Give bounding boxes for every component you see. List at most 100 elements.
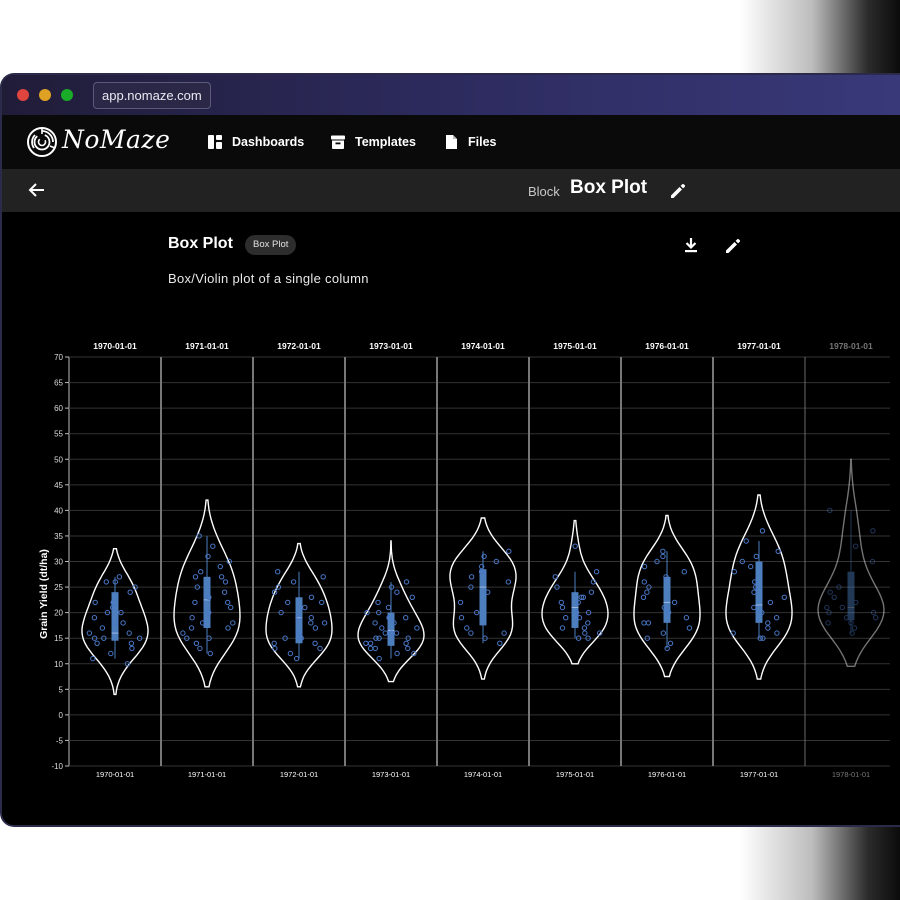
data-point — [739, 558, 745, 565]
data-point — [753, 584, 759, 590]
category-bottom-label: 1976-01-01 — [648, 770, 686, 779]
data-point — [559, 625, 566, 631]
data-point — [197, 645, 203, 652]
y-tick-label: 60 — [54, 404, 63, 413]
data-point — [124, 661, 131, 667]
box-iqr — [571, 592, 579, 628]
data-point — [391, 620, 397, 626]
data-point — [108, 650, 114, 657]
data-point — [671, 599, 678, 606]
category-bottom-label: 1973-01-01 — [372, 770, 410, 779]
data-point — [474, 609, 480, 616]
data-point — [180, 630, 186, 636]
y-tick-label: 35 — [54, 532, 63, 541]
browser-titlebar: app.nomaze.com — [2, 75, 900, 115]
edit-block-icon[interactable] — [668, 181, 688, 201]
data-point — [271, 589, 278, 595]
data-point — [317, 645, 323, 652]
data-point — [576, 615, 583, 621]
data-point — [278, 609, 284, 616]
data-point — [206, 635, 212, 641]
data-point — [91, 615, 98, 621]
brand-name[interactable]: NoMaze — [62, 125, 171, 154]
edit-card-icon[interactable] — [723, 236, 743, 256]
data-point — [667, 640, 674, 646]
data-point — [86, 630, 93, 636]
data-point — [394, 650, 400, 657]
data-point — [582, 630, 588, 636]
data-point — [272, 645, 278, 652]
minimize-window-button[interactable] — [39, 89, 51, 101]
block-prefix-label: Block — [528, 184, 560, 199]
data-point — [575, 599, 581, 606]
maximize-window-button[interactable] — [61, 89, 73, 101]
data-point — [388, 630, 395, 636]
category-bottom-label: 1971-01-01 — [188, 770, 226, 779]
data-point — [120, 620, 126, 626]
data-point — [409, 594, 415, 600]
violin-shape — [357, 540, 425, 683]
data-point — [221, 589, 228, 595]
data-point — [751, 604, 757, 611]
data-point — [869, 558, 876, 565]
data-point — [376, 609, 382, 616]
nav-files[interactable]: Files — [443, 133, 497, 151]
data-point — [116, 574, 123, 580]
data-point — [184, 635, 190, 641]
data-point — [552, 574, 558, 580]
address-bar[interactable]: app.nomaze.com — [93, 82, 211, 109]
card-description: Box/Violin plot of a single column — [168, 271, 369, 286]
data-point — [839, 604, 845, 611]
violin-shape — [81, 548, 149, 696]
data-point — [748, 563, 754, 570]
data-point — [585, 635, 591, 641]
block-title: Box Plot — [570, 177, 648, 198]
nav-templates[interactable]: Templates — [330, 133, 416, 151]
data-point — [192, 599, 198, 606]
data-point — [101, 635, 107, 641]
data-point — [848, 620, 854, 626]
box-iqr — [847, 571, 855, 621]
download-icon[interactable] — [682, 236, 700, 254]
data-point — [194, 584, 201, 590]
data-point — [773, 615, 780, 621]
data-point — [103, 579, 110, 585]
data-point — [870, 609, 877, 616]
data-point — [193, 640, 200, 646]
data-point — [660, 630, 666, 636]
data-point — [92, 599, 98, 606]
data-point — [585, 609, 592, 616]
data-point — [302, 604, 308, 611]
data-point — [319, 599, 325, 606]
data-point — [581, 625, 588, 631]
close-window-button[interactable] — [17, 89, 29, 101]
violin-shape — [725, 494, 793, 680]
data-point — [757, 635, 763, 641]
category-bottom-label: 1974-01-01 — [464, 770, 502, 779]
data-point — [664, 645, 670, 652]
data-point — [849, 630, 855, 636]
category-panels: 1970-01-011970-01-011971-01-011971-01-01… — [81, 341, 885, 779]
file-icon — [446, 135, 457, 149]
data-point — [646, 584, 652, 590]
data-point — [312, 625, 319, 631]
data-point — [217, 563, 224, 570]
y-axis: -10 -5 0 5 10 15 20 25 30 35 40 45 50 55 60 65 70 — [51, 353, 70, 771]
block-header: Block Box Plot — [2, 169, 900, 212]
data-point — [205, 553, 211, 560]
data-point — [386, 615, 392, 621]
category-bottom-label: 1977-01-01 — [740, 770, 778, 779]
data-point — [99, 625, 106, 631]
data-point — [660, 553, 666, 560]
data-point — [572, 543, 578, 549]
data-point — [753, 553, 759, 560]
data-point — [206, 594, 212, 600]
back-arrow-icon[interactable] — [28, 181, 46, 199]
category-top-label: 1976-01-01 — [645, 341, 689, 351]
nav-dashboards[interactable]: Dashboards — [207, 133, 304, 151]
data-point — [641, 579, 647, 585]
y-tick-label: 40 — [54, 506, 63, 515]
data-point — [321, 620, 328, 626]
violin-shape — [633, 514, 701, 678]
data-point — [385, 604, 392, 611]
